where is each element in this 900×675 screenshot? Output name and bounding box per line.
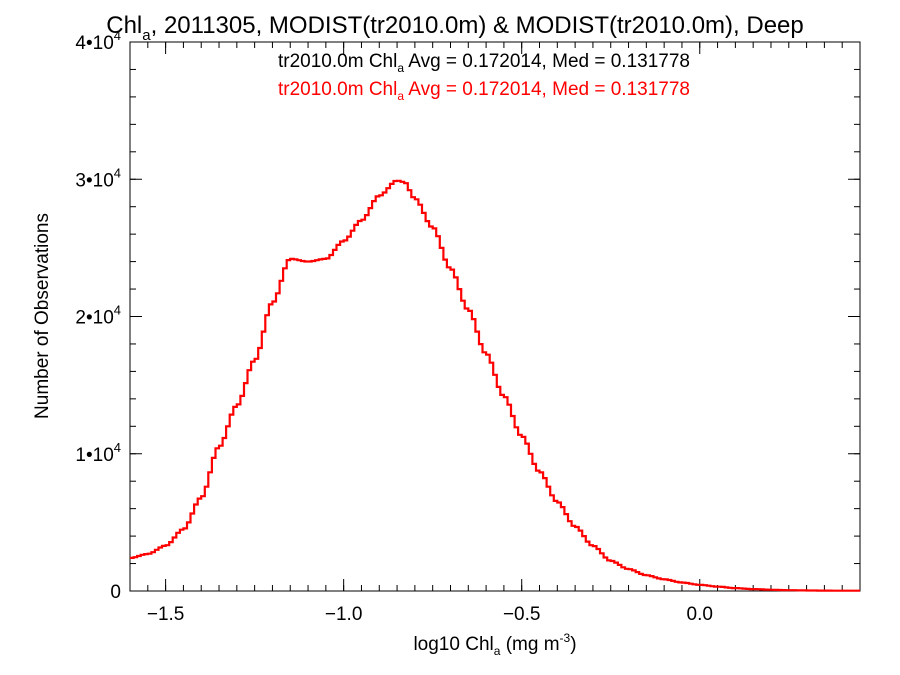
x-tick-label: −0.5 xyxy=(503,604,541,625)
x-axis-label-pre: log10 Chl xyxy=(413,634,493,655)
chart-title-post: , 2011305, MODIST(tr2010.0m) & MODIST(tr… xyxy=(151,12,804,39)
y-tick-label-exponent: 4 xyxy=(114,165,121,180)
annotation-black: tr2010.0m Chla Avg = 0.172014, Med = 0.1… xyxy=(278,51,690,75)
y-axis-label: Number of Observations xyxy=(32,213,53,419)
x-tick-label: −1.0 xyxy=(325,604,363,625)
y-tick-label-exponent: 4 xyxy=(114,303,121,318)
series-line-0 xyxy=(130,179,860,592)
x-axis-label: log10 Chla (mg m-3) xyxy=(413,631,576,658)
annotation-black-post: Avg = 0.172014, Med = 0.131778 xyxy=(404,51,690,72)
y-tick-label-base: 0 xyxy=(110,582,121,603)
y-tick-label: 4•104 xyxy=(75,28,121,54)
annotation-red-sub: a xyxy=(397,89,404,103)
chart-title-sub: a xyxy=(142,27,151,44)
y-tick-label-base: 3•10 xyxy=(75,170,113,191)
annotation-black-sub: a xyxy=(397,61,404,75)
x-tick-label: −1.5 xyxy=(147,604,185,625)
y-tick-label: 1•104 xyxy=(75,440,121,466)
y-tick-label: 0 xyxy=(110,582,121,603)
annotation-black-pre: tr2010.0m Chl xyxy=(278,51,397,72)
x-axis-label-post: ) xyxy=(570,634,576,655)
y-tick-label-base: 4•10 xyxy=(75,33,113,54)
y-tick-label-base: 2•10 xyxy=(75,308,113,329)
y-tick-label: 3•104 xyxy=(75,165,121,191)
chart-title: Chla, 2011305, MODIST(tr2010.0m) & MODIS… xyxy=(106,12,803,44)
x-axis-label-sub: a xyxy=(494,644,501,658)
x-axis-label-mid: (mg m xyxy=(500,634,559,655)
x-axis-label-sup: -3 xyxy=(560,631,571,645)
annotation-red: tr2010.0m Chla Avg = 0.172014, Med = 0.1… xyxy=(278,79,690,103)
y-tick-label: 2•104 xyxy=(75,303,121,329)
x-tick-label: 0.0 xyxy=(687,604,713,625)
annotation-red-post: Avg = 0.172014, Med = 0.131778 xyxy=(404,79,690,100)
annotation-red-pre: tr2010.0m Chl xyxy=(278,79,397,100)
plot-frame xyxy=(129,41,861,592)
y-tick-label-base: 1•10 xyxy=(75,445,113,466)
y-tick-label-exponent: 4 xyxy=(114,440,121,455)
chart-title-pre: Chl xyxy=(106,12,142,39)
y-tick-label-exponent: 4 xyxy=(114,28,121,43)
